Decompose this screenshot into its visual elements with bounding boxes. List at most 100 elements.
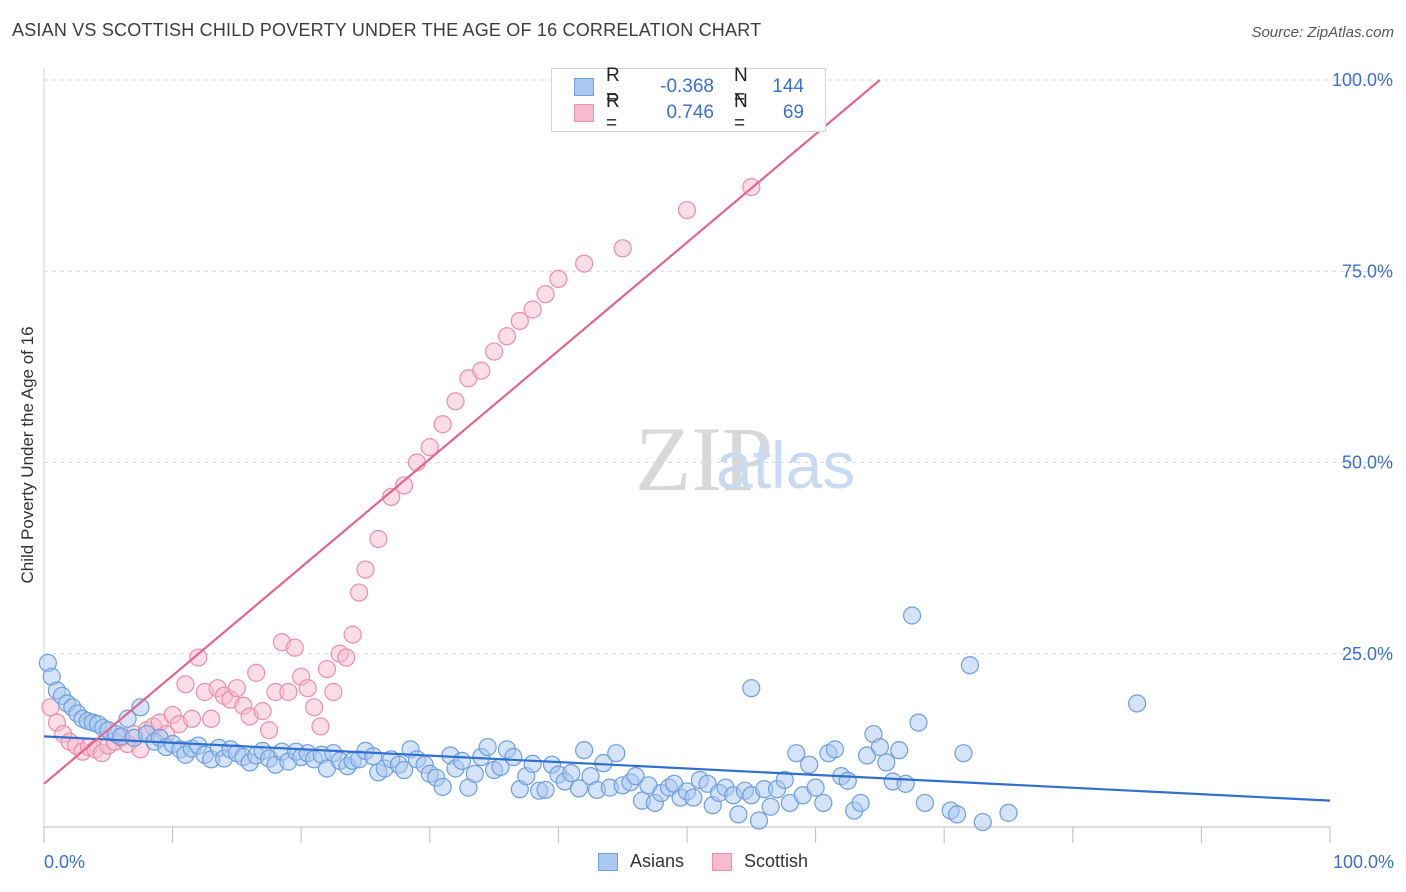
scottish-point bbox=[202, 709, 221, 728]
asians-trend-line bbox=[43, 735, 1331, 802]
scottish-point bbox=[536, 285, 555, 304]
scottish-point bbox=[549, 269, 568, 288]
asian-point bbox=[433, 777, 452, 796]
scottish-point bbox=[523, 300, 542, 319]
scottish-point bbox=[394, 476, 414, 495]
asians-swatch-icon bbox=[574, 78, 594, 96]
asian-point bbox=[814, 793, 833, 813]
scottish-point bbox=[298, 679, 317, 698]
r-value: 0.746 bbox=[666, 102, 714, 123]
asian-point bbox=[684, 788, 703, 807]
asian-point bbox=[909, 713, 928, 732]
scottish-point bbox=[382, 487, 401, 507]
scottish-points bbox=[41, 178, 761, 763]
scottish-point bbox=[324, 682, 343, 702]
n-label: N = bbox=[734, 91, 748, 134]
watermark-zip: ZIP bbox=[635, 408, 773, 510]
scottish-point bbox=[613, 239, 632, 258]
r-label: R = bbox=[606, 65, 620, 108]
scottish-point bbox=[356, 560, 375, 579]
scottish-point bbox=[369, 529, 388, 549]
legend-label-scottish: Scottish bbox=[744, 851, 809, 871]
asian-point bbox=[452, 751, 472, 770]
asian-point bbox=[118, 709, 137, 728]
series-legend: Asians Scottish bbox=[0, 851, 1406, 872]
asian-point bbox=[973, 812, 992, 832]
n-label: N = bbox=[734, 65, 748, 108]
scottish-point bbox=[189, 648, 208, 667]
legend-item-asians[interactable]: Asians bbox=[597, 851, 684, 872]
scottish-point bbox=[510, 311, 529, 331]
scottish-point bbox=[259, 721, 279, 740]
asian-point bbox=[806, 778, 825, 797]
scottish-point bbox=[317, 659, 337, 679]
asian-point bbox=[896, 774, 915, 793]
asian-point bbox=[800, 755, 819, 774]
y-tick-labels: 25.0% 50.0% 75.0% 100.0% bbox=[1332, 70, 1393, 664]
asian-point bbox=[851, 793, 870, 813]
asian-point bbox=[877, 753, 896, 772]
asian-point bbox=[729, 805, 748, 824]
scottish-point bbox=[433, 415, 452, 434]
asian-point bbox=[562, 763, 581, 783]
scottish-point bbox=[446, 392, 465, 411]
y-tick-label: 25.0% bbox=[1342, 644, 1393, 664]
asian-point bbox=[761, 797, 780, 816]
scottish-legend-swatch-icon bbox=[712, 852, 732, 871]
legend-row-scottish: R = 0.746 N = 69 bbox=[574, 91, 804, 134]
source-label: Source: ZipAtlas.com bbox=[1251, 24, 1394, 41]
r-value: -0.368 bbox=[660, 76, 714, 97]
asian-point bbox=[890, 741, 909, 760]
y-tick-label: 100.0% bbox=[1332, 70, 1393, 90]
asian-point bbox=[575, 741, 594, 760]
scottish-point bbox=[247, 663, 266, 682]
asian-point bbox=[569, 779, 589, 798]
asian-point bbox=[536, 780, 555, 800]
asian-points bbox=[38, 606, 1147, 832]
asian-point bbox=[902, 606, 922, 625]
asian-point bbox=[504, 747, 523, 767]
asian-point bbox=[915, 793, 935, 813]
asian-point bbox=[478, 737, 497, 757]
asian-point bbox=[1127, 694, 1147, 713]
scottish-point bbox=[420, 438, 439, 457]
scottish-point bbox=[497, 327, 517, 346]
legend-label-asians: Asians bbox=[629, 851, 684, 871]
legend-item-scottish[interactable]: Scottish bbox=[712, 851, 808, 872]
asian-point bbox=[870, 737, 890, 757]
asian-point bbox=[825, 740, 844, 759]
asians-legend-swatch-icon bbox=[597, 852, 618, 871]
scottish-point bbox=[285, 638, 304, 657]
asian-point bbox=[742, 679, 761, 698]
scottish-point bbox=[311, 717, 330, 736]
asian-point bbox=[775, 770, 794, 790]
watermark: ZIP atlas bbox=[635, 408, 855, 510]
scottish-point bbox=[349, 583, 369, 602]
watermark-atlas: atlas bbox=[716, 428, 855, 502]
legend-row-asians: R = -0.368 N = 144 bbox=[574, 65, 804, 108]
scottish-point bbox=[575, 254, 594, 273]
x-tick-max: 100.0% bbox=[1332, 852, 1394, 872]
asian-point bbox=[999, 803, 1018, 822]
r-label: R = bbox=[606, 91, 620, 134]
scottish-point bbox=[677, 200, 697, 220]
n-value: 144 bbox=[772, 76, 804, 97]
scottish-point bbox=[343, 625, 362, 644]
asian-point bbox=[749, 811, 769, 830]
stats-legend: R = -0.368 N = 144 R = 0.746 N = 69 bbox=[551, 65, 826, 134]
asian-point bbox=[465, 764, 484, 783]
asian-point bbox=[607, 744, 626, 763]
n-value: 69 bbox=[782, 102, 804, 123]
scottish-point bbox=[182, 709, 201, 728]
asian-point bbox=[131, 698, 150, 717]
grid-layer bbox=[44, 79, 1395, 655]
scottish-point bbox=[253, 702, 272, 721]
scottish-point bbox=[176, 675, 195, 694]
asian-point bbox=[857, 746, 877, 765]
chart-title: ASIAN VS SCOTTISH CHILD POVERTY UNDER TH… bbox=[12, 20, 762, 40]
asian-point bbox=[960, 656, 980, 675]
trend-lines bbox=[43, 79, 1331, 802]
scottish-trend-line bbox=[43, 79, 881, 785]
asian-point bbox=[523, 754, 542, 774]
